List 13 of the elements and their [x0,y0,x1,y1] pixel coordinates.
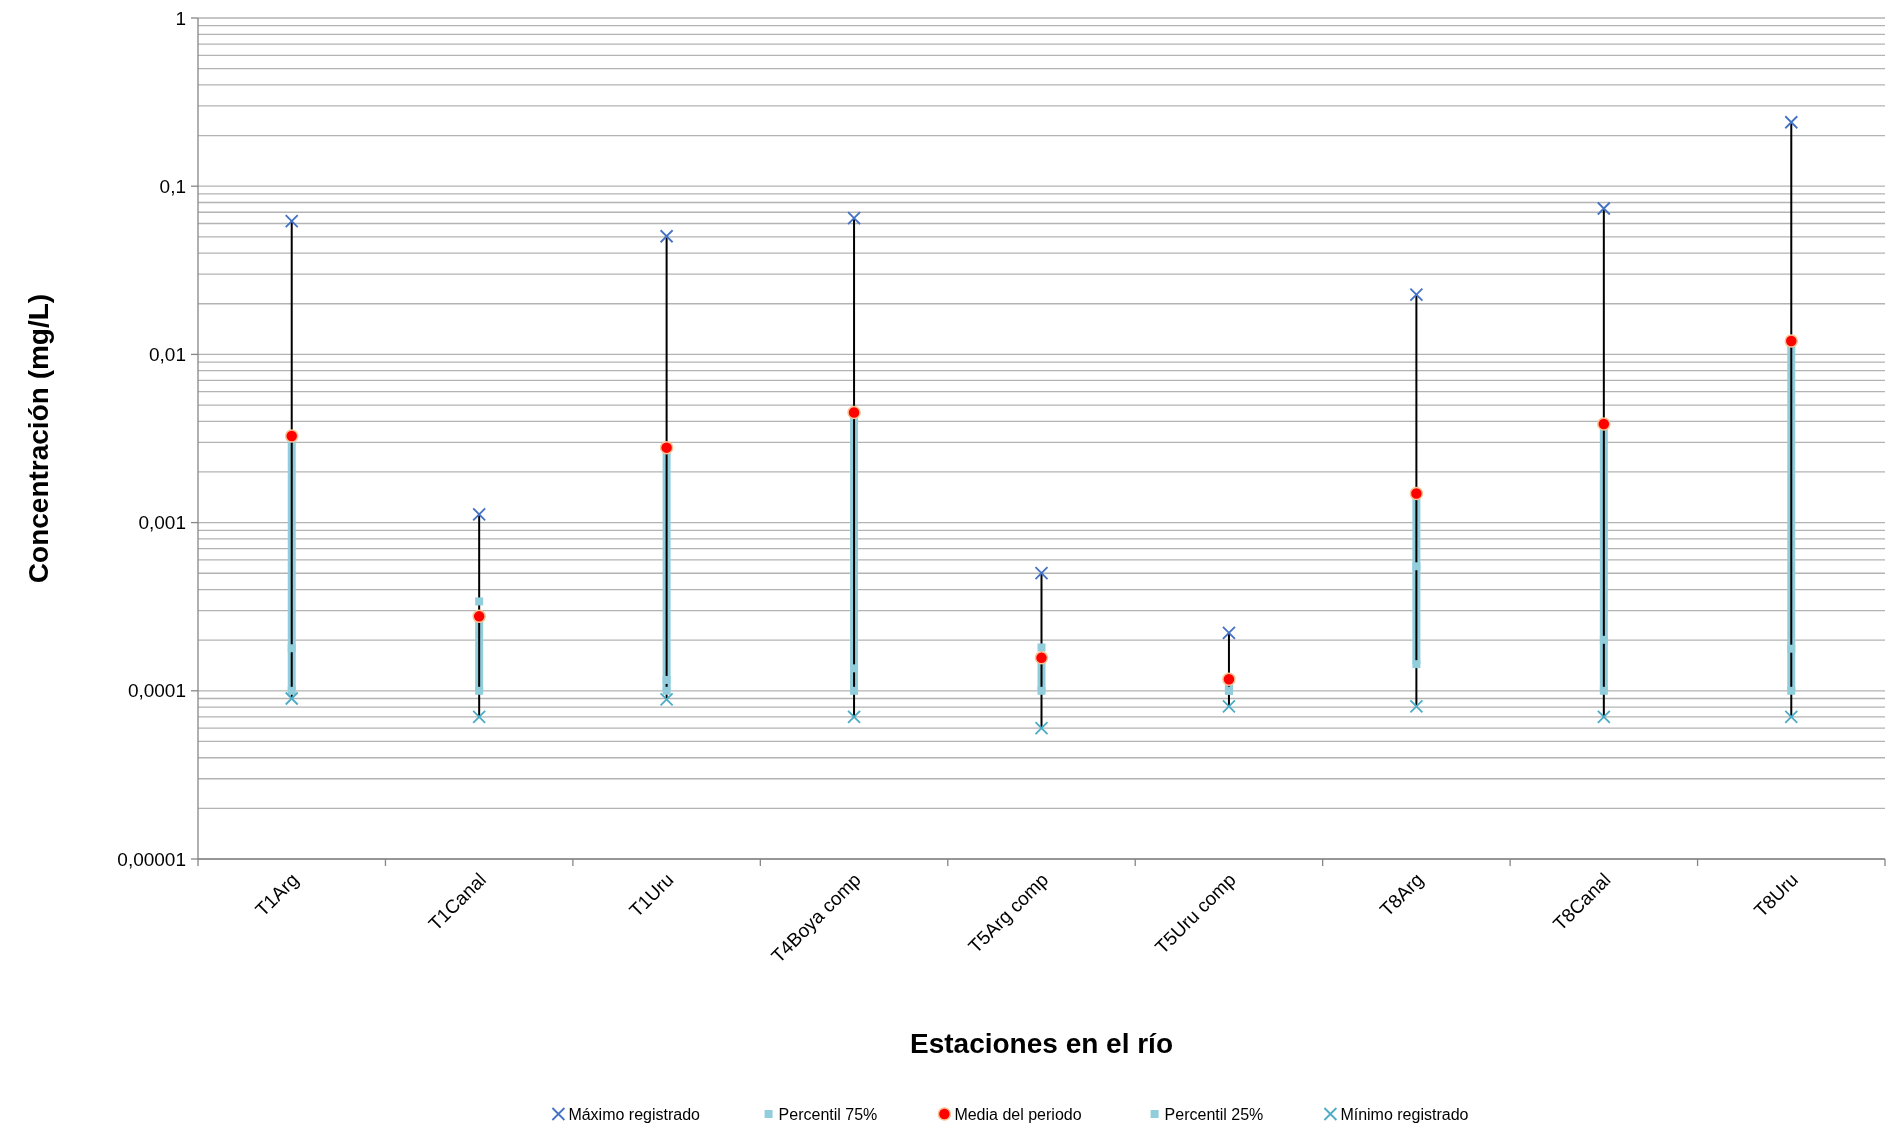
y-tick-label: 0,001 [138,512,186,534]
y-tick-label: 0,0001 [127,680,186,702]
legend-label: Mínimo registrado [1340,1106,1469,1123]
legend-label: Percentil 25% [1164,1106,1264,1123]
legend-label: Máximo registrado [568,1106,701,1123]
y-tick-label: 0,01 [149,344,186,366]
legend-label: Media del periodo [954,1106,1082,1123]
y-axis-title: Concentración (mg/L) [23,293,54,584]
y-tick-label: 0,1 [159,175,186,197]
legend-label: Percentil 75% [778,1106,878,1123]
y-tick-label: 1 [175,7,186,29]
y-tick-label: 0,00001 [117,848,186,870]
x-axis-title: Estaciones en el río [910,1028,1173,1059]
